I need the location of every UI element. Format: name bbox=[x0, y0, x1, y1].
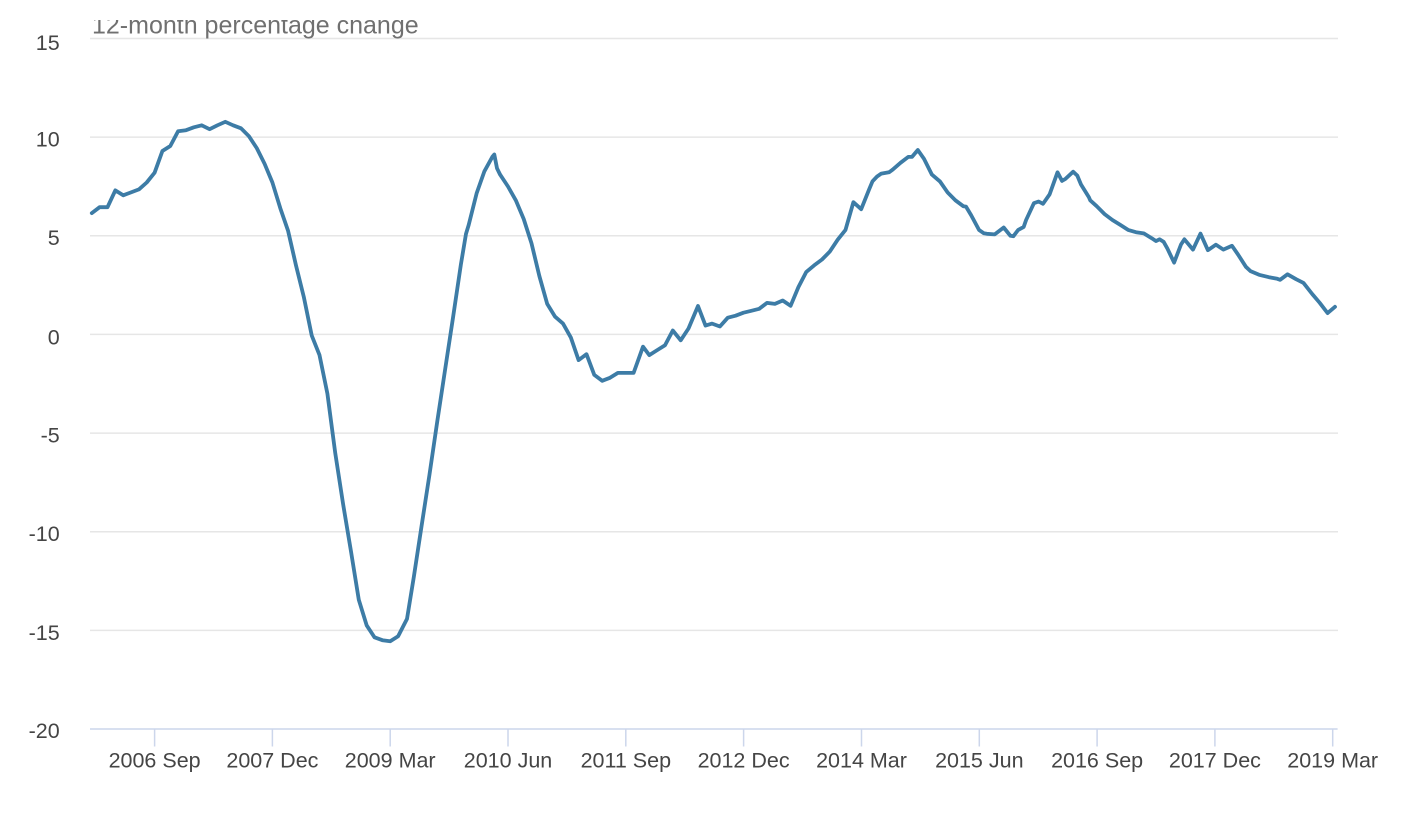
svg-text:-5: -5 bbox=[41, 424, 60, 448]
svg-text:2019 Mar: 2019 Mar bbox=[1287, 749, 1378, 773]
svg-text:2010 Jun: 2010 Jun bbox=[464, 749, 552, 773]
svg-text:0: 0 bbox=[48, 326, 60, 350]
svg-text:2015 Jun: 2015 Jun bbox=[935, 749, 1023, 773]
svg-text:-20: -20 bbox=[29, 719, 60, 743]
svg-text:-15: -15 bbox=[29, 621, 60, 645]
svg-text:2012 Dec: 2012 Dec bbox=[698, 749, 790, 773]
svg-text:-10: -10 bbox=[29, 522, 60, 546]
svg-text:2017 Dec: 2017 Dec bbox=[1169, 749, 1261, 773]
svg-text:15: 15 bbox=[36, 31, 60, 55]
svg-text:2006 Sep: 2006 Sep bbox=[109, 749, 201, 773]
svg-text:2011 Sep: 2011 Sep bbox=[581, 749, 672, 773]
svg-text:2007 Dec: 2007 Dec bbox=[226, 749, 318, 773]
svg-text:2016 Sep: 2016 Sep bbox=[1051, 749, 1143, 773]
svg-text:2009 Mar: 2009 Mar bbox=[345, 749, 436, 773]
svg-text:10: 10 bbox=[36, 127, 60, 151]
svg-text:2014 Mar: 2014 Mar bbox=[816, 749, 907, 773]
svg-text:5: 5 bbox=[48, 226, 60, 250]
